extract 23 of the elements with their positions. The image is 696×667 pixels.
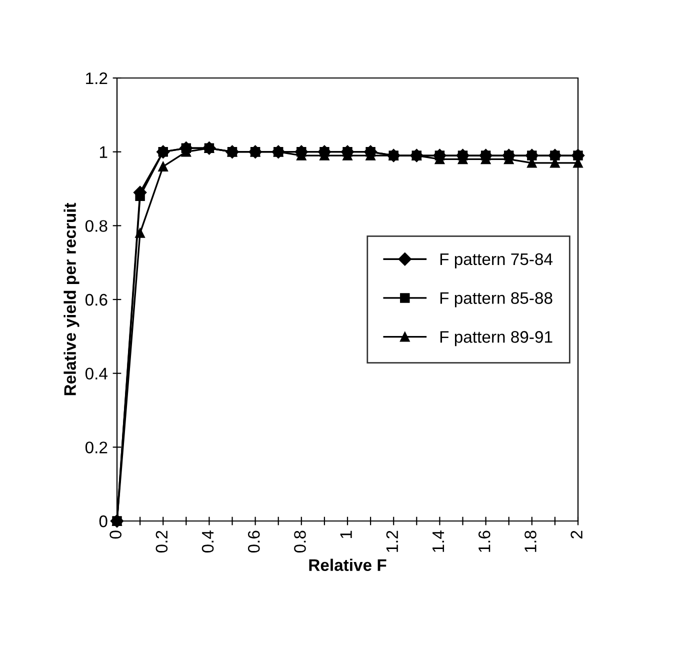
y-tick-label: 0.4 bbox=[85, 368, 108, 380]
y-tick-label: 0.2 bbox=[85, 442, 108, 454]
y-tick-label: 0.8 bbox=[85, 220, 108, 232]
y-tick-label: 1 bbox=[100, 146, 108, 158]
x-tick-label: 1.8 bbox=[524, 530, 536, 552]
y-tick-label: 0.6 bbox=[85, 294, 108, 306]
legend-label: F pattern 75-84 bbox=[440, 253, 553, 268]
y-axis-title: Relative yield per recruit bbox=[64, 202, 80, 396]
x-tick-label: 0.8 bbox=[294, 530, 306, 553]
x-axis-title: Relative F bbox=[309, 558, 386, 571]
x-tick-label: 0.2 bbox=[156, 530, 168, 553]
y-tick-label: 0 bbox=[99, 515, 108, 528]
x-tick-label: 1.2 bbox=[386, 530, 398, 552]
x-tick-label: 0 bbox=[110, 530, 122, 539]
x-tick-label: 1 bbox=[340, 530, 352, 538]
x-tick-label: 1.4 bbox=[432, 530, 444, 552]
legend-label: F pattern 89-91 bbox=[440, 331, 552, 346]
x-tick-label: 1.6 bbox=[478, 530, 490, 552]
x-tick-label: 2 bbox=[570, 530, 582, 538]
x-tick-label: 0.6 bbox=[248, 530, 260, 553]
legend-label: F pattern 85-88 bbox=[440, 292, 552, 308]
x-tick-label: 0.4 bbox=[202, 530, 214, 553]
y-tick-label: 1.2 bbox=[86, 72, 108, 84]
